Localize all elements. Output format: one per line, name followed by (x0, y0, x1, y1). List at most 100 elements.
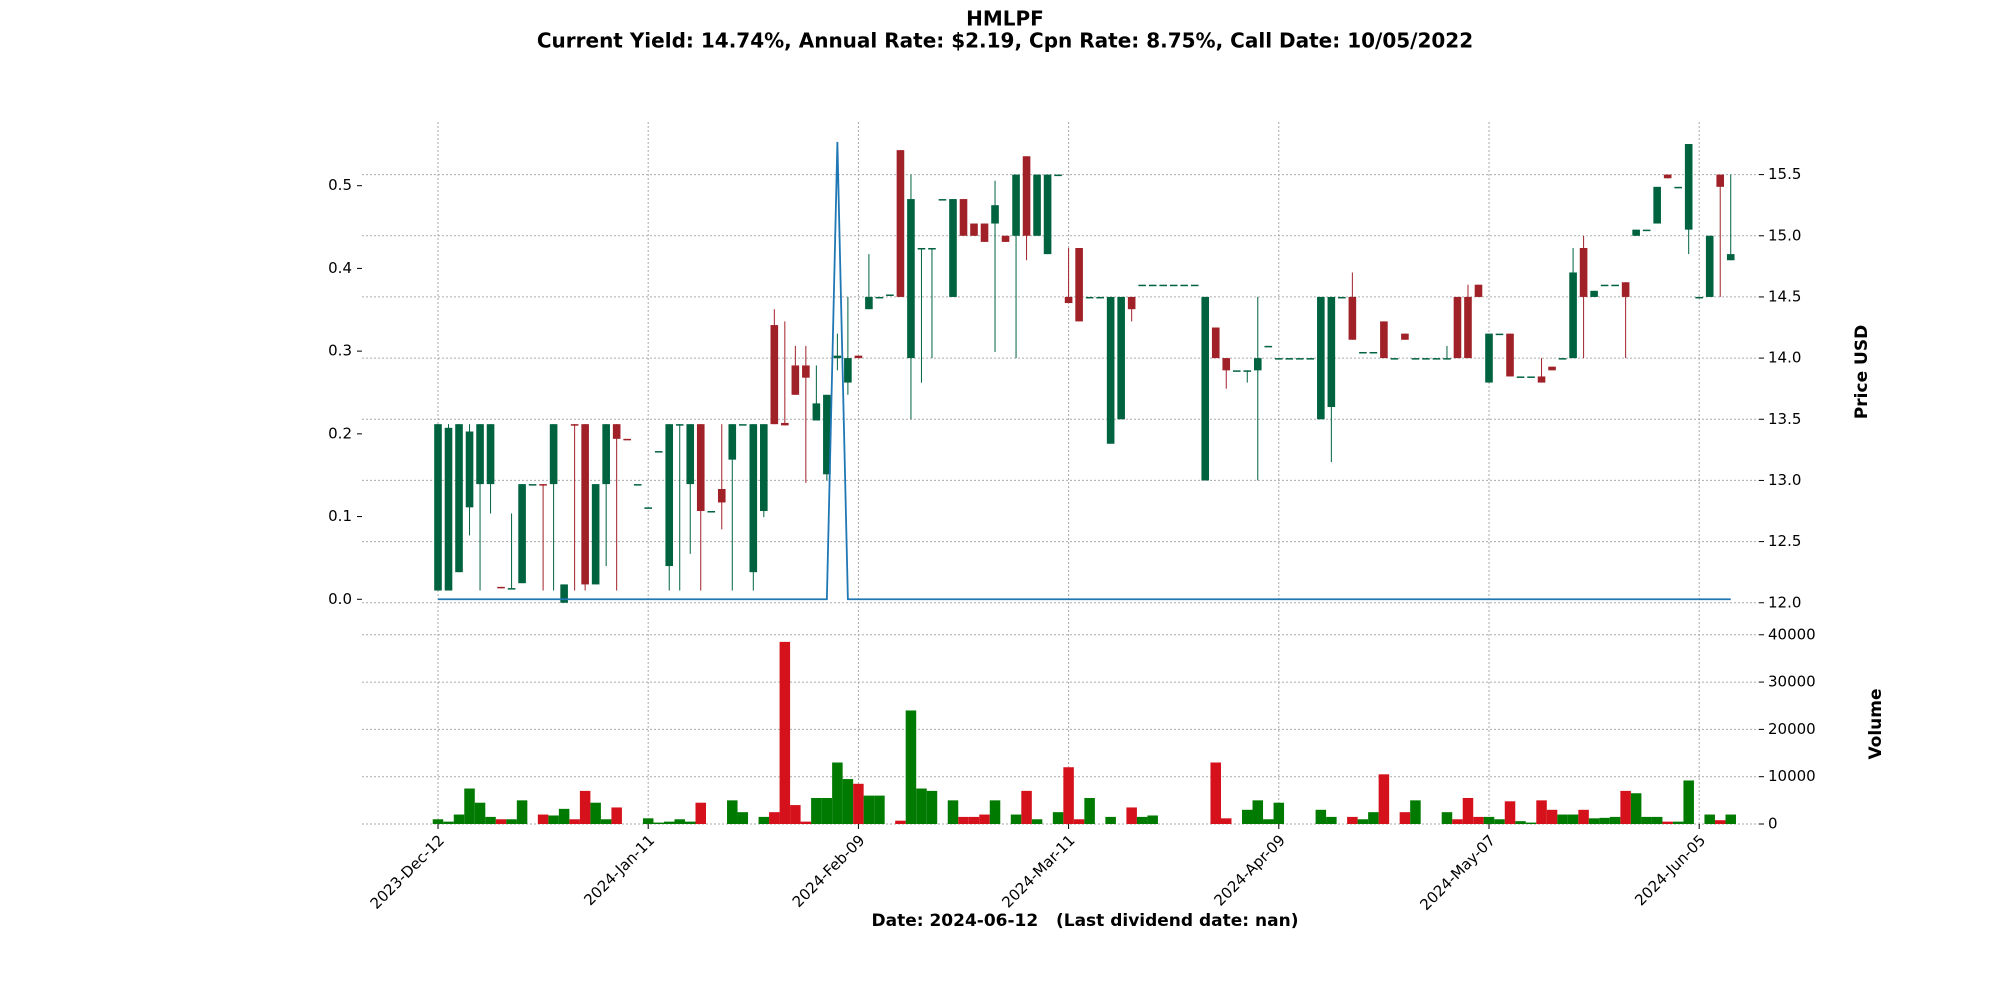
candle-body (1558, 358, 1567, 360)
candle-body (654, 451, 663, 453)
volume-bar (1452, 819, 1463, 824)
candle-body (1243, 370, 1252, 372)
candle-body (1401, 333, 1409, 340)
candle-body (1264, 345, 1273, 348)
candle-body (549, 424, 558, 485)
candle-body (444, 427, 453, 591)
volume-bar (495, 819, 507, 824)
candle-body (1632, 229, 1640, 236)
candle-body (1275, 358, 1283, 360)
volume-bar (1252, 800, 1264, 824)
candle-body (1317, 296, 1325, 420)
candle-body (1506, 333, 1514, 377)
y-tick-label: 14.5 (1768, 287, 1801, 305)
volume-bar (653, 822, 664, 824)
volume-bar (1368, 812, 1379, 824)
volume-bar (1599, 817, 1610, 824)
volume-bar (958, 816, 969, 824)
volume-bar (832, 762, 843, 824)
volume-bar (1326, 816, 1337, 824)
candle-body (1306, 358, 1315, 360)
candle-body (476, 424, 484, 485)
candle-body (1211, 327, 1220, 359)
volume-bar (537, 814, 549, 824)
volume-bar (569, 819, 580, 824)
candle-body (1138, 284, 1146, 287)
candle-body (1537, 376, 1546, 383)
candle-body (1180, 284, 1189, 287)
volume-bar (1672, 821, 1684, 824)
volume-bar (1714, 820, 1726, 824)
candle-body (1369, 351, 1378, 354)
volume-bar (1609, 816, 1621, 824)
volume-bar (1504, 801, 1516, 824)
candle-body (1159, 284, 1167, 287)
volume-bar (600, 819, 612, 824)
candle-body (728, 424, 737, 460)
candle-body (917, 248, 926, 250)
volume-bar (1242, 809, 1253, 824)
candle-body (1684, 144, 1693, 230)
candle-body (686, 424, 695, 485)
candle-body (1443, 358, 1451, 360)
candle-body (1222, 358, 1231, 371)
volume-bar (916, 788, 927, 824)
volume-bar (590, 802, 601, 824)
candle-body (1348, 296, 1357, 340)
candle-body (1411, 358, 1420, 360)
candle-body (749, 424, 758, 573)
candle-body (970, 223, 978, 236)
candle-body (707, 511, 716, 513)
candle-body (1516, 376, 1525, 378)
x-tick-label: 2024-Apr-09 (1210, 831, 1288, 909)
candle-body (1190, 284, 1199, 287)
x-tick-label: 2024-Mar-11 (998, 831, 1078, 911)
candle-body (560, 584, 568, 603)
y-tick-label: 14.0 (1768, 349, 1801, 367)
y-tick-label: 13.5 (1768, 410, 1801, 428)
volume-bar (1651, 816, 1663, 824)
y-tick-label: 15.5 (1768, 165, 1801, 183)
volume-bar (453, 814, 465, 824)
x-tick-label: 2024-Feb-09 (789, 831, 869, 911)
volume-bar (895, 820, 906, 824)
x-axis-label: Date: 2024-06-12 (Last dividend date: na… (872, 911, 1299, 931)
x-tick-label: 2024-May-07 (1416, 831, 1499, 914)
y2-tick-label: 0.0 (328, 590, 352, 608)
volume-bar (1462, 797, 1474, 824)
candle-body (907, 199, 915, 359)
candle-body (1464, 296, 1472, 359)
candle-body (612, 424, 621, 439)
volume-bar (1483, 816, 1495, 824)
volume-tick-label: 30000 (1768, 673, 1816, 691)
candle-body (1705, 235, 1714, 297)
candle-body (1695, 296, 1703, 299)
y-tick-label: 12.5 (1768, 532, 1801, 550)
candle-body (1380, 321, 1388, 359)
candle-body (1674, 186, 1682, 189)
candle-body (1033, 174, 1041, 236)
volume-bar (1494, 819, 1505, 824)
candle-body (1527, 376, 1535, 378)
volume-bar (642, 818, 654, 824)
candle-body (1127, 296, 1136, 310)
volume-tick-label: 0 (1768, 815, 1778, 833)
volume-bar (579, 790, 591, 824)
volume-bar (1273, 802, 1285, 824)
candle-body (812, 403, 821, 421)
candle-body (633, 484, 642, 486)
volume-bar (1399, 812, 1411, 824)
candle-body (1338, 296, 1346, 299)
volume-bar (506, 819, 517, 824)
candle-body (896, 150, 905, 297)
candle-body (644, 507, 652, 509)
volume-bar (842, 779, 854, 824)
candle-body (886, 294, 894, 296)
volume-bar (758, 816, 770, 824)
volume-bar (464, 788, 475, 824)
volume-bar (485, 816, 496, 824)
volume-tick-label: 40000 (1768, 625, 1816, 643)
candle-body (1253, 358, 1262, 371)
candle-body (1590, 290, 1598, 297)
